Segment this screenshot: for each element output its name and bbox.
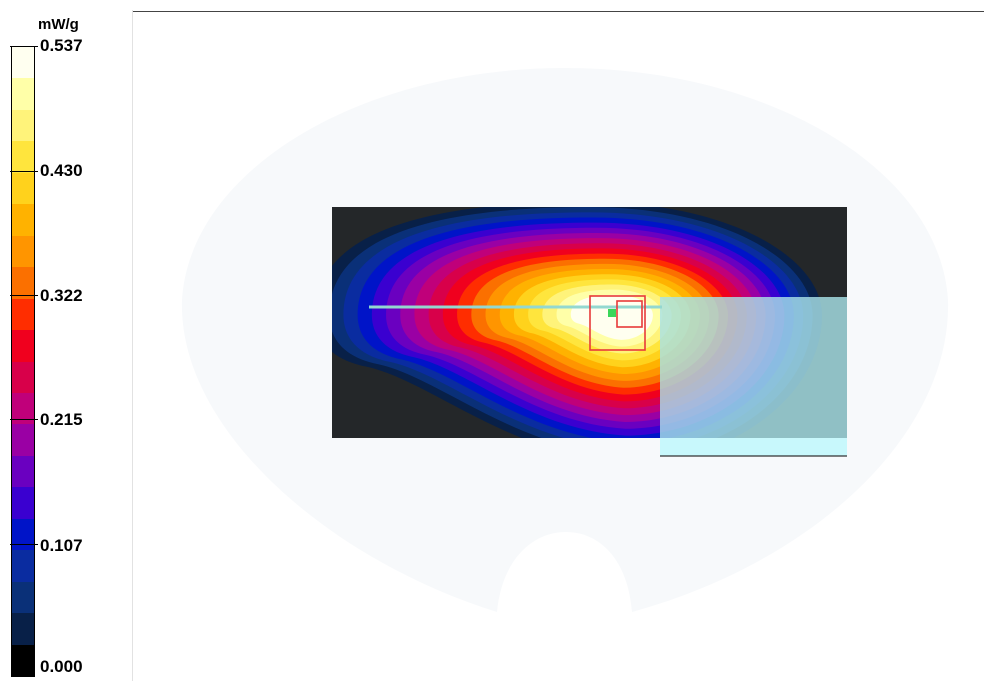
tick-label-5: 0.107 (40, 536, 83, 555)
color-band (12, 204, 34, 236)
color-band (12, 455, 34, 488)
color-band (12, 518, 34, 551)
probe-tip-marker (608, 309, 616, 317)
color-scale-bar (11, 46, 35, 677)
panel-divider (132, 10, 133, 681)
color-band (12, 644, 34, 677)
tick-mark-3 (10, 419, 38, 420)
tick-mark-4 (10, 544, 38, 545)
color-band (12, 361, 34, 393)
tick-mark-0 (10, 46, 38, 47)
color-band (12, 424, 34, 456)
tick-mark-1 (10, 171, 38, 172)
tick-label-max: 0.537 (40, 36, 83, 55)
tick-mark-2 (10, 295, 38, 296)
color-band (12, 392, 34, 425)
color-band (12, 109, 34, 142)
tick-label-4: 0.215 (40, 410, 83, 429)
zoom-scan-cube-inner (616, 300, 643, 328)
color-band (12, 613, 34, 645)
color-band (12, 550, 34, 582)
color-band (12, 267, 34, 299)
color-band (12, 330, 34, 362)
color-band (12, 172, 34, 205)
overlay-panel (660, 297, 847, 438)
overlay-strip (660, 438, 847, 456)
tick-label-2: 0.430 (40, 161, 83, 180)
color-band (12, 298, 34, 331)
zoom-scan-cube-outer (589, 295, 646, 351)
color-band (12, 581, 34, 614)
color-band (12, 235, 34, 268)
unit-label: mW/g (38, 16, 79, 33)
top-rule (133, 11, 984, 12)
tick-label-3: 0.322 (40, 286, 83, 305)
color-band (12, 141, 34, 173)
color-band (12, 78, 34, 110)
tick-label-min: 0.000 (40, 657, 83, 676)
color-band (12, 487, 34, 519)
color-band (12, 47, 34, 79)
